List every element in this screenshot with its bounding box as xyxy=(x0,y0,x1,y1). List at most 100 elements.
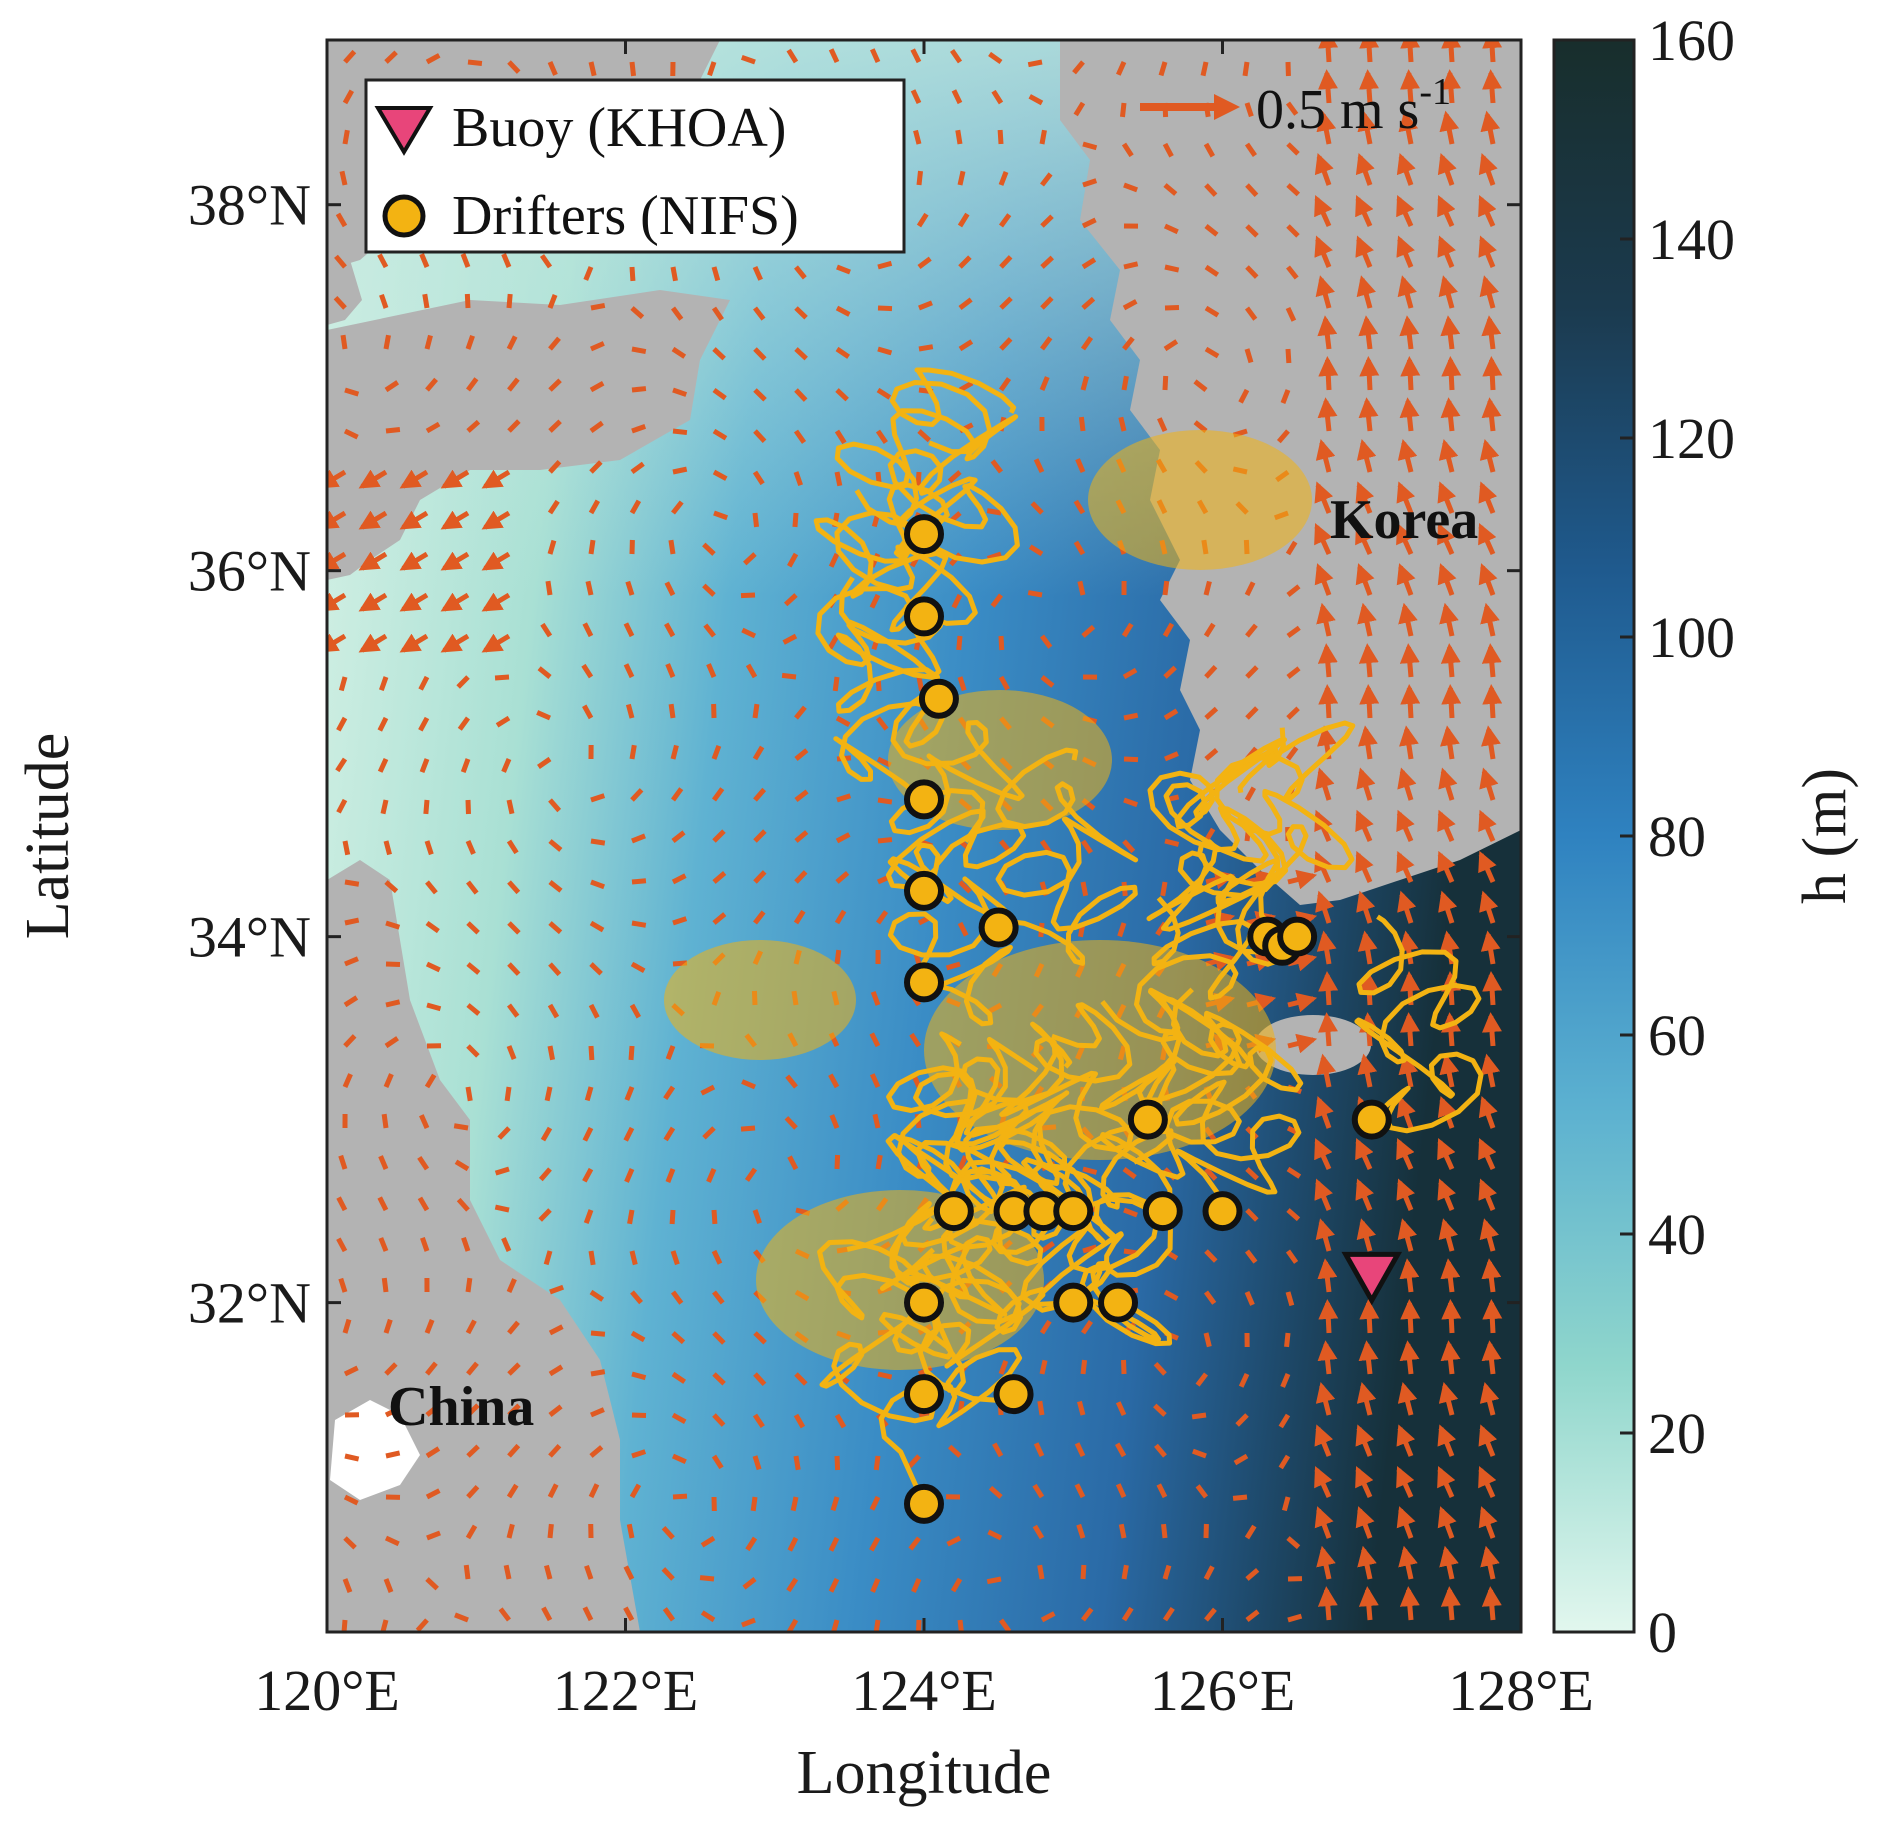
current-vector xyxy=(753,1372,767,1386)
current-vector xyxy=(1357,1053,1378,1088)
current-vector xyxy=(465,1319,477,1335)
current-vector xyxy=(794,870,808,884)
drifter-track-cluster xyxy=(756,1190,1044,1370)
drifter-legend-icon xyxy=(382,194,426,238)
current-vector xyxy=(1440,315,1461,350)
current-vector xyxy=(481,510,511,530)
current-vector xyxy=(670,1250,680,1266)
current-vector xyxy=(384,1535,400,1547)
current-vector xyxy=(503,1564,512,1580)
current-vector xyxy=(465,840,476,855)
x-tick-label: 120°E xyxy=(254,1658,400,1723)
current-vector xyxy=(589,420,604,434)
current-vector xyxy=(703,623,716,638)
current-vector xyxy=(670,744,679,760)
current-vector xyxy=(712,871,727,884)
current-vector xyxy=(544,1564,553,1580)
current-vector xyxy=(671,500,684,515)
current-vector xyxy=(661,1567,675,1581)
current-vector xyxy=(541,1606,553,1622)
current-vector xyxy=(877,260,893,270)
current-vector xyxy=(463,1564,471,1580)
colorbar-tick-label: 80 xyxy=(1648,804,1706,869)
current-vector xyxy=(669,1209,676,1225)
current-vector xyxy=(497,1126,511,1140)
current-vector xyxy=(752,745,765,761)
current-vector xyxy=(547,499,560,515)
current-vector xyxy=(466,1444,480,1458)
current-vector xyxy=(419,1114,430,1130)
current-vector xyxy=(1396,1137,1415,1171)
current-vector xyxy=(383,1073,394,1088)
current-vector xyxy=(358,592,388,612)
drifter-start-point xyxy=(904,1374,944,1415)
current-vector xyxy=(377,716,389,732)
current-vector xyxy=(1441,40,1462,63)
current-vector xyxy=(422,293,430,309)
current-vector xyxy=(670,1290,684,1305)
current-vector xyxy=(753,787,767,802)
current-vector xyxy=(1040,255,1054,269)
current-vector xyxy=(1318,684,1339,719)
current-vector xyxy=(1439,1053,1460,1088)
current-vector xyxy=(713,510,729,521)
current-vector xyxy=(547,1523,554,1539)
current-vector xyxy=(358,510,388,530)
current-vector xyxy=(1123,797,1139,808)
current-vector xyxy=(1163,708,1179,721)
current-vector xyxy=(1037,1564,1045,1580)
current-vector xyxy=(1437,194,1456,228)
current-vector xyxy=(1081,217,1097,229)
current-vector xyxy=(506,1278,517,1293)
current-vector xyxy=(793,1455,801,1471)
current-vector xyxy=(548,880,563,893)
colorbar-tick-label: 100 xyxy=(1648,605,1735,670)
current-vector xyxy=(1115,1483,1127,1499)
current-vector xyxy=(1285,1249,1299,1264)
current-vector xyxy=(426,1002,442,1012)
current-vector xyxy=(836,264,851,275)
current-vector xyxy=(664,622,676,638)
current-vector xyxy=(623,622,635,638)
current-vector xyxy=(507,921,521,935)
colorbar-tick-label: 20 xyxy=(1648,1401,1706,1466)
current-vector xyxy=(628,1045,635,1061)
current-vector xyxy=(1478,850,1497,884)
current-vector xyxy=(377,757,389,773)
current-vector xyxy=(986,551,1002,561)
current-vector xyxy=(344,1453,360,1462)
current-vector xyxy=(712,829,726,843)
current-vector xyxy=(629,61,637,77)
current-vector xyxy=(1316,1053,1337,1088)
current-vector xyxy=(423,799,430,815)
current-vector xyxy=(1482,1299,1503,1334)
current-vector xyxy=(334,254,347,269)
drifter-start-point xyxy=(904,596,944,637)
current-vector xyxy=(584,1086,594,1102)
current-vector xyxy=(794,265,807,280)
current-vector xyxy=(466,377,479,392)
current-vector xyxy=(910,48,922,64)
current-vector xyxy=(1074,1483,1086,1499)
current-vector xyxy=(623,1126,635,1142)
current-vector xyxy=(1285,1291,1295,1307)
current-vector xyxy=(784,1116,798,1130)
current-vector xyxy=(834,949,842,965)
current-vector xyxy=(740,54,756,65)
current-vector xyxy=(1203,1565,1215,1581)
current-vector xyxy=(1478,1424,1498,1457)
x-tick-label: 128°E xyxy=(1448,1658,1594,1723)
current-vector xyxy=(1314,1137,1333,1171)
current-vector xyxy=(1040,296,1054,310)
current-vector xyxy=(548,839,563,852)
current-vector xyxy=(507,60,521,74)
current-vector xyxy=(630,1330,646,1343)
current-vector xyxy=(787,1536,799,1552)
current-vector xyxy=(425,1446,441,1459)
current-vector xyxy=(1074,1442,1086,1458)
current-vector xyxy=(1437,1137,1456,1171)
current-vector xyxy=(785,1074,798,1089)
current-vector xyxy=(957,170,966,186)
current-vector xyxy=(1356,767,1376,801)
current-vector xyxy=(1441,1299,1462,1334)
